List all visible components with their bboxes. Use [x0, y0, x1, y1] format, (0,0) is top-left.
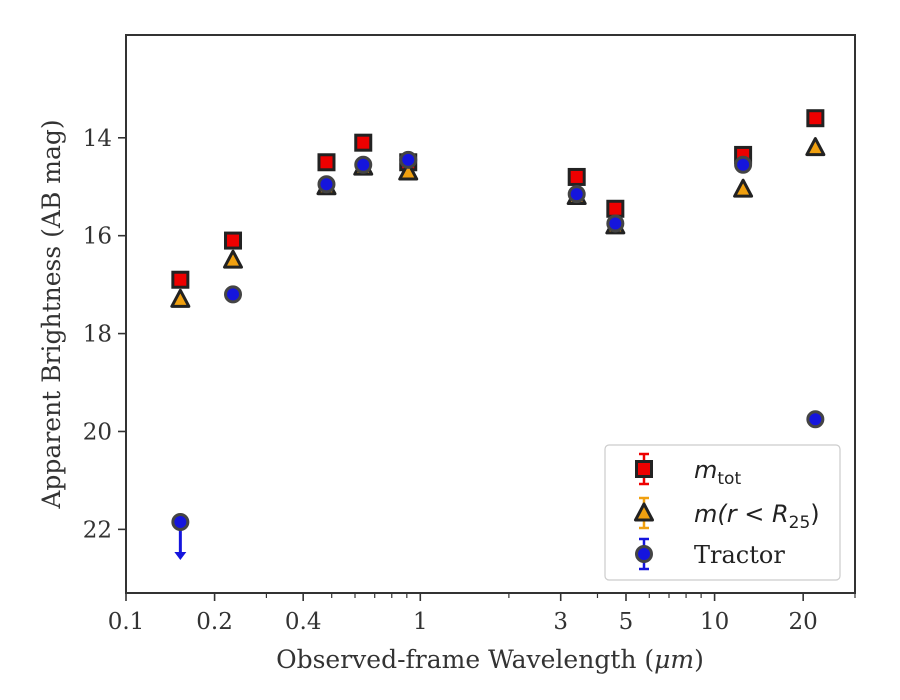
x-tick-label: 1 [413, 609, 428, 635]
legend-box [604, 444, 841, 581]
legend-label-tractor: Tractor [694, 541, 785, 569]
x-axis-title-text: Observed-frame Wavelength ( [276, 645, 654, 674]
legend-symbol-m-tot [635, 452, 653, 486]
x-tick-label: 5 [619, 609, 634, 635]
legend-marker [634, 502, 654, 522]
y-tick-label: 20 [83, 419, 112, 445]
marker-m-r25 [805, 137, 826, 157]
marker-tractor [734, 155, 753, 174]
legend: mtot m(r < R25) Tractor [604, 444, 841, 581]
marker-tractor [399, 150, 418, 169]
legend-label-m-tot-sub: tot [717, 469, 741, 489]
y-tick-label: 18 [83, 322, 112, 348]
upper-limit-arrow-head [174, 552, 187, 561]
x-tick-label: 0.1 [108, 609, 145, 635]
legend-marker [635, 460, 653, 478]
marker-m-tot [224, 231, 243, 250]
marker-tractor [806, 410, 825, 429]
marker-tractor [224, 285, 243, 304]
legend-label-m-r25-close: ) [810, 500, 819, 528]
ticks-layer: 0.1 0.2 0.4 1 3 5 10 20 14 16 18 20 22 [83, 126, 856, 635]
x-tick-label: 10 [700, 609, 729, 635]
y-tick-label: 14 [83, 126, 112, 152]
x-axis-title-unit: μm [654, 645, 694, 674]
x-tick-label: 0.2 [196, 609, 233, 635]
legend-marker [635, 545, 653, 563]
y-tick-label: 16 [83, 224, 112, 250]
x-axis-title-close: ) [694, 645, 704, 674]
legend-label-m-tot-main: m [694, 456, 717, 484]
marker-m-r25 [398, 161, 419, 181]
marker-tractor [171, 513, 190, 532]
marker-m-tot [567, 167, 586, 186]
plot-frame [125, 34, 856, 594]
legend-label-m-r25: m(r < R25) [694, 500, 820, 533]
marker-tractor [567, 185, 586, 204]
legend-label-m-tot: mtot [694, 456, 741, 489]
y-axis-title: Apparent Brightness (AB mag) [37, 119, 66, 509]
legend-symbol-m-r25 [634, 496, 654, 530]
marker-m-tot [317, 153, 336, 172]
x-axis-title: Observed-frame Wavelength (μm) [276, 645, 704, 674]
marker-m-r25 [733, 178, 754, 198]
marker-m-r25 [170, 288, 191, 308]
marker-tractor [317, 175, 336, 194]
marks-layer [170, 109, 826, 561]
marker-m-tot [171, 270, 190, 289]
legend-label-m-r25-sub: 25 [789, 513, 811, 533]
marker-tractor [354, 155, 373, 174]
marker-m-tot [606, 199, 625, 218]
marker-m-tot [806, 109, 825, 128]
marker-m-r25 [223, 249, 244, 269]
marker-m-tot [354, 133, 373, 152]
marker-tractor [606, 214, 625, 233]
x-tick-label: 20 [789, 609, 818, 635]
x-tick-label: 3 [553, 609, 568, 635]
legend-symbol-tractor [635, 537, 653, 571]
x-tick-label: 0.4 [285, 609, 322, 635]
legend-label-m-r25-main: m(r < R [694, 500, 789, 528]
y-tick-label: 22 [83, 517, 112, 543]
